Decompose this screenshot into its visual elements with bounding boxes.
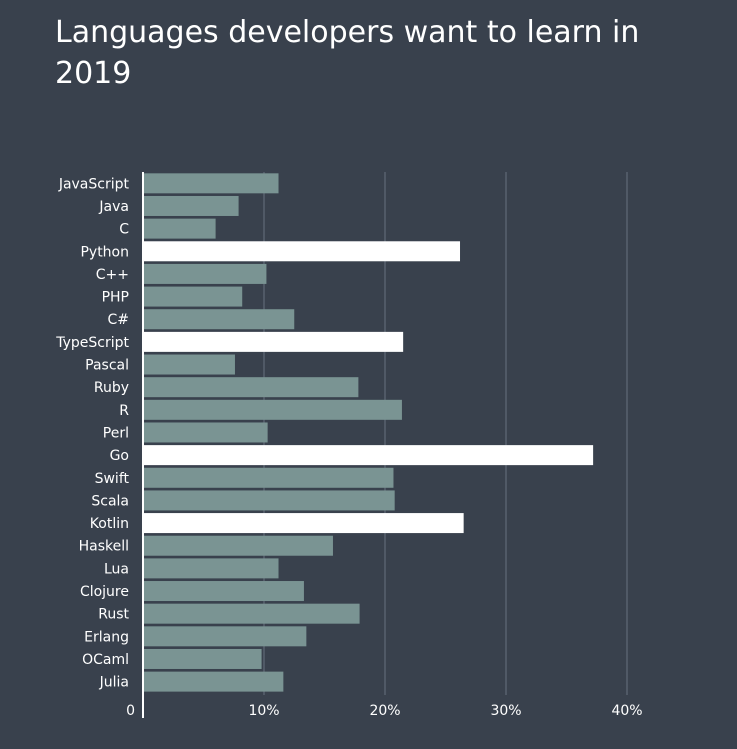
category-label: C++ — [96, 267, 129, 283]
category-label: OCaml — [82, 652, 129, 668]
bar-typescript-highlight — [143, 331, 404, 352]
category-label: Java — [98, 199, 129, 215]
category-label: Clojure — [80, 584, 129, 600]
bar-kotlin-highlight — [143, 513, 464, 534]
category-label: Swift — [95, 471, 130, 487]
category-label: JavaScript — [58, 176, 130, 192]
bar-php — [143, 286, 243, 307]
bar-swift — [143, 467, 394, 488]
category-label: Kotlin — [90, 516, 129, 532]
category-label: Pascal — [85, 358, 129, 374]
x-tick-label: 0 — [126, 703, 135, 719]
x-tick-label: 30% — [490, 703, 521, 719]
x-tick-label: 10% — [248, 703, 279, 719]
category-label: C# — [107, 312, 129, 328]
bar-scala — [143, 490, 395, 511]
bar-java — [143, 195, 239, 216]
category-label: Scala — [91, 493, 129, 509]
bar-ruby — [143, 377, 359, 398]
category-label: Lua — [104, 561, 129, 577]
x-tick-label: 20% — [369, 703, 400, 719]
x-tick-label: 40% — [611, 703, 642, 719]
category-label: Erlang — [84, 629, 129, 645]
category-label: C — [119, 222, 129, 238]
bar-c — [143, 218, 216, 239]
bar-clojure — [143, 581, 304, 602]
bar-erlang — [143, 626, 307, 647]
category-label: Python — [80, 244, 129, 260]
bar-javascript — [143, 173, 279, 194]
category-label: PHP — [102, 290, 129, 306]
bar-ocaml — [143, 648, 262, 669]
category-label: Julia — [99, 675, 129, 691]
bar-julia — [143, 671, 284, 692]
category-label: R — [119, 403, 129, 419]
category-label: Ruby — [94, 380, 129, 396]
bar-r — [143, 399, 402, 420]
chart-title: Languages developers want to learn in 20… — [55, 15, 640, 91]
bar-lua — [143, 558, 279, 579]
bar-perl — [143, 422, 268, 443]
category-label: Rust — [98, 607, 129, 623]
bar-c- — [143, 309, 295, 330]
bar-rust — [143, 603, 360, 624]
bar-go-highlight — [143, 445, 594, 466]
category-label: TypeScript — [55, 335, 129, 351]
category-label: Go — [110, 448, 129, 464]
bar-haskell — [143, 535, 333, 556]
category-label: Haskell — [79, 539, 129, 555]
bar-c- — [143, 263, 267, 284]
bar-pascal — [143, 354, 235, 375]
category-label: Perl — [103, 425, 129, 441]
bar-python-highlight — [143, 241, 461, 262]
